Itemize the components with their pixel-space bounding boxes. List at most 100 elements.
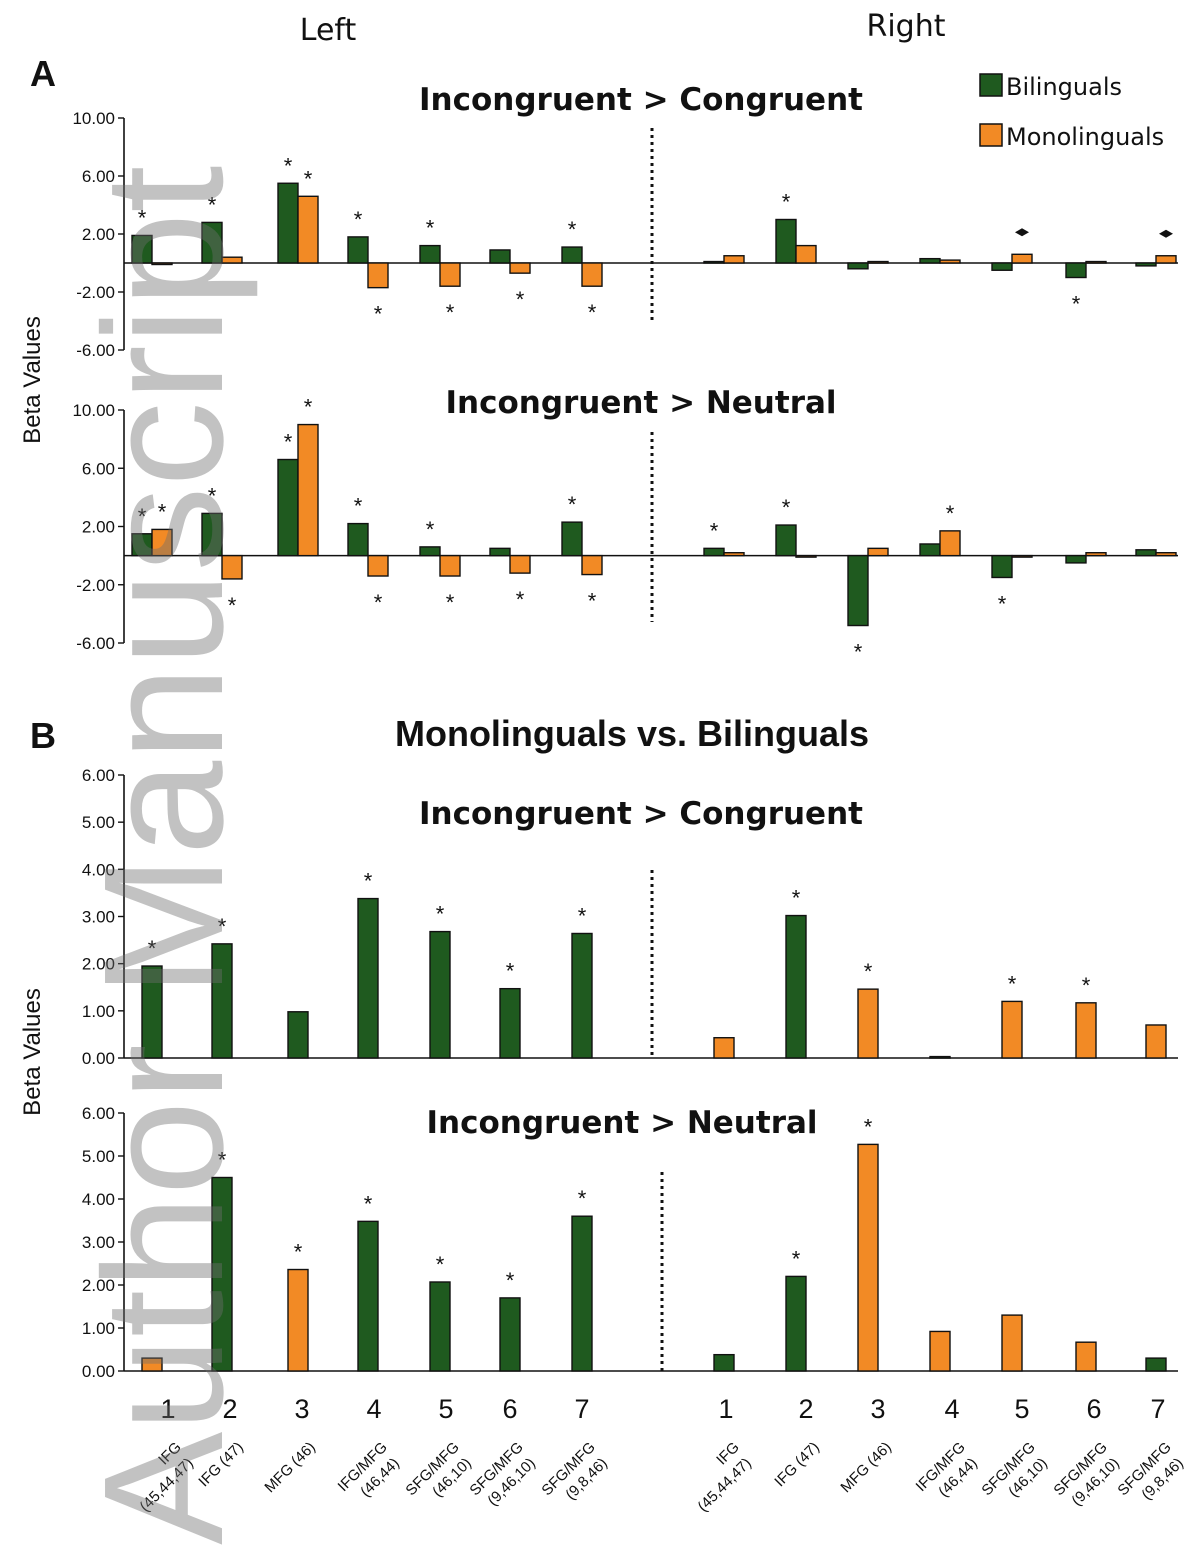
bar-monolinguals xyxy=(439,262,461,287)
bar-bilinguals xyxy=(713,1353,735,1372)
significance-star: * xyxy=(710,518,719,543)
bar-bilinguals xyxy=(357,897,379,1059)
bar-monolinguals xyxy=(1001,1314,1023,1372)
significance-star: * xyxy=(218,914,227,939)
y-tick-label: 6.00 xyxy=(82,766,115,785)
bar-monolinguals xyxy=(1011,554,1033,558)
chart-a-incongruent-congruent: Incongruent > Congruent 10.00 6.00 2.00 -2.0… xyxy=(72,82,1178,360)
x-category-number: 6 xyxy=(502,1394,517,1424)
bar-monolinguals xyxy=(1001,1000,1023,1059)
y-tick-label: 10.00 xyxy=(72,109,115,128)
bar-bilinguals xyxy=(929,1055,951,1059)
bar-bilinguals xyxy=(277,182,299,264)
bar-bilinguals xyxy=(775,524,797,557)
bar-monolinguals xyxy=(151,528,173,557)
significance-star: * xyxy=(792,1246,801,1271)
x-category-number: 7 xyxy=(574,1394,589,1424)
bar-monolinguals xyxy=(939,259,961,264)
bar-monolinguals xyxy=(1145,1024,1167,1059)
y-tick-label: -6.00 xyxy=(76,634,115,653)
bar-bilinguals xyxy=(489,547,511,557)
x-category-number: 5 xyxy=(1014,1394,1029,1424)
significance-star: * xyxy=(284,430,293,455)
bar-bilinguals xyxy=(201,512,223,557)
bar-bilinguals xyxy=(499,987,521,1059)
legend-label-bilinguals: Bilinguals xyxy=(1006,73,1122,101)
y-tick-label: -6.00 xyxy=(76,341,115,360)
bar-monolinguals xyxy=(297,423,319,557)
significance-star: * xyxy=(864,1114,873,1139)
bar-bilinguals xyxy=(489,249,511,264)
y-tick-label: 6.00 xyxy=(82,167,115,186)
bar-monolinguals xyxy=(1075,1002,1097,1059)
y-tick-label: 5.00 xyxy=(82,1147,115,1166)
y-tick-label: 3.00 xyxy=(82,1233,115,1252)
bar-monolinguals xyxy=(795,244,817,264)
x-category-number: 4 xyxy=(366,1394,381,1424)
bar-monolinguals xyxy=(367,554,389,577)
x-category-number: 2 xyxy=(222,1394,237,1424)
x-category-number: 5 xyxy=(438,1394,453,1424)
y-tick-label: 4.00 xyxy=(82,860,115,879)
bar-bilinguals xyxy=(703,547,725,557)
significance-star: * xyxy=(446,590,455,615)
bar-bilinguals xyxy=(1135,262,1157,267)
significance-star: * xyxy=(782,190,791,215)
y-axis-title-a: Beta Values xyxy=(19,316,46,444)
bar-monolinguals xyxy=(509,554,531,574)
significance-star: * xyxy=(506,959,515,984)
significance-star: * xyxy=(138,504,147,529)
bar-monolinguals xyxy=(509,262,531,274)
significance-star: * xyxy=(148,936,157,961)
significance-star: * xyxy=(588,589,597,614)
significance-star: * xyxy=(364,869,373,894)
hemisphere-label-left: Left xyxy=(300,13,357,48)
significance-star: * xyxy=(304,395,313,420)
chart-title: Incongruent > Neutral xyxy=(445,385,836,421)
bar-bilinguals xyxy=(347,236,369,264)
significance-star: * xyxy=(374,302,383,327)
significance-star: * xyxy=(436,902,445,927)
bar-monolinguals xyxy=(1085,552,1107,557)
significance-star: * xyxy=(792,886,801,911)
bar-monolinguals xyxy=(939,530,961,557)
bar-bilinguals xyxy=(131,234,153,264)
legend-swatch-bilinguals xyxy=(979,73,1003,97)
bar-bilinguals xyxy=(571,932,593,1059)
significance-star: * xyxy=(284,153,293,178)
chart-a-incongruent-neutral: Incongruent > Neutral 10.00 6.00 2.00 -2.00 -… xyxy=(72,385,1178,665)
bar-bilinguals xyxy=(211,1176,233,1372)
significance-star: * xyxy=(208,192,217,217)
bar-monolinguals xyxy=(857,988,879,1059)
bar-bilinguals xyxy=(201,221,223,264)
x-region-label: IFG (47) xyxy=(771,1439,823,1491)
bar-bilinguals xyxy=(211,943,233,1059)
bar-monolinguals xyxy=(1085,260,1107,264)
significance-star: * xyxy=(998,591,1007,616)
chart-b-incongruent-neutral: Incongruent > Neutral 6.00 5.00 4.00 3.00 2.0… xyxy=(82,1104,1178,1381)
significance-star: * xyxy=(516,287,525,312)
significance-star: * xyxy=(364,1191,373,1216)
x-category-number: 4 xyxy=(944,1394,959,1424)
significance-star: * xyxy=(1082,973,1091,998)
y-tick-label: 0.00 xyxy=(82,1362,115,1381)
significance-star: * xyxy=(354,207,363,232)
significance-star: * xyxy=(946,501,955,526)
bar-monolinguals xyxy=(857,1143,879,1372)
bar-monolinguals xyxy=(867,547,889,557)
significance-star: * xyxy=(578,903,587,928)
significance-star: * xyxy=(426,517,435,542)
significance-star: * xyxy=(782,495,791,520)
legend: Bilinguals Monolinguals xyxy=(979,73,1164,151)
bar-bilinguals xyxy=(785,1275,807,1372)
bar-bilinguals xyxy=(141,965,163,1059)
hemisphere-label-right: Right xyxy=(867,9,946,44)
y-tick-label: 1.00 xyxy=(82,1002,115,1021)
y-tick-label: 2.00 xyxy=(82,1276,115,1295)
bar-bilinguals xyxy=(419,546,441,557)
bar-bilinguals xyxy=(991,554,1013,579)
chart-b-incongruent-congruent: Incongruent > Congruent 6.00 5.00 4.00 3.00 2… xyxy=(82,766,1178,1068)
bar-monolinguals xyxy=(221,554,243,580)
